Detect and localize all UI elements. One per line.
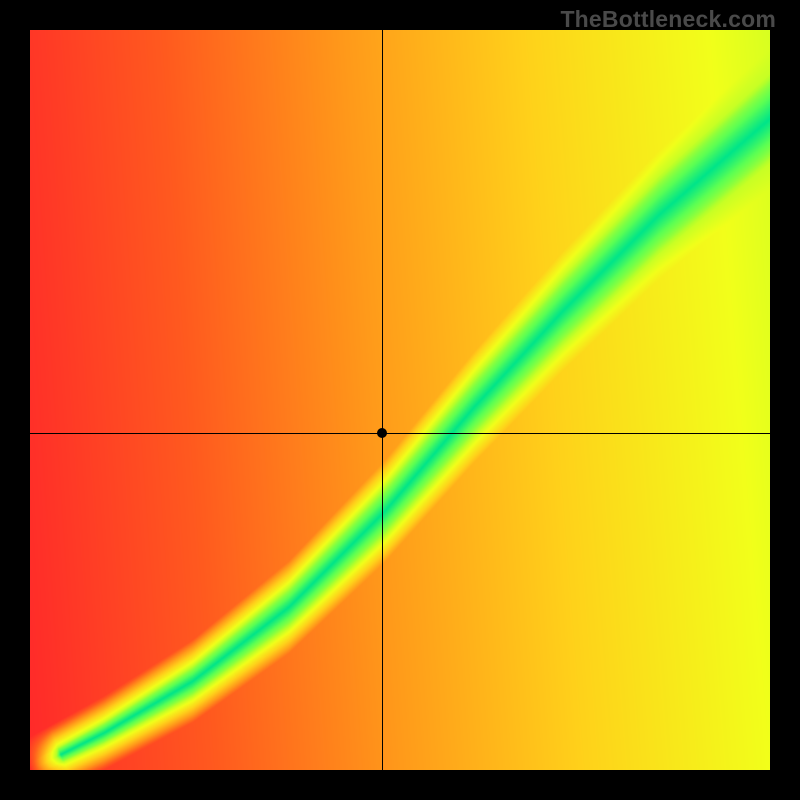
heatmap-canvas — [30, 30, 770, 770]
watermark-text: TheBottleneck.com — [560, 6, 776, 33]
crosshair-horizontal-line — [30, 433, 770, 434]
crosshair-marker-dot — [377, 428, 387, 438]
crosshair-vertical-line — [382, 30, 383, 770]
heatmap-plot-area — [30, 30, 770, 770]
